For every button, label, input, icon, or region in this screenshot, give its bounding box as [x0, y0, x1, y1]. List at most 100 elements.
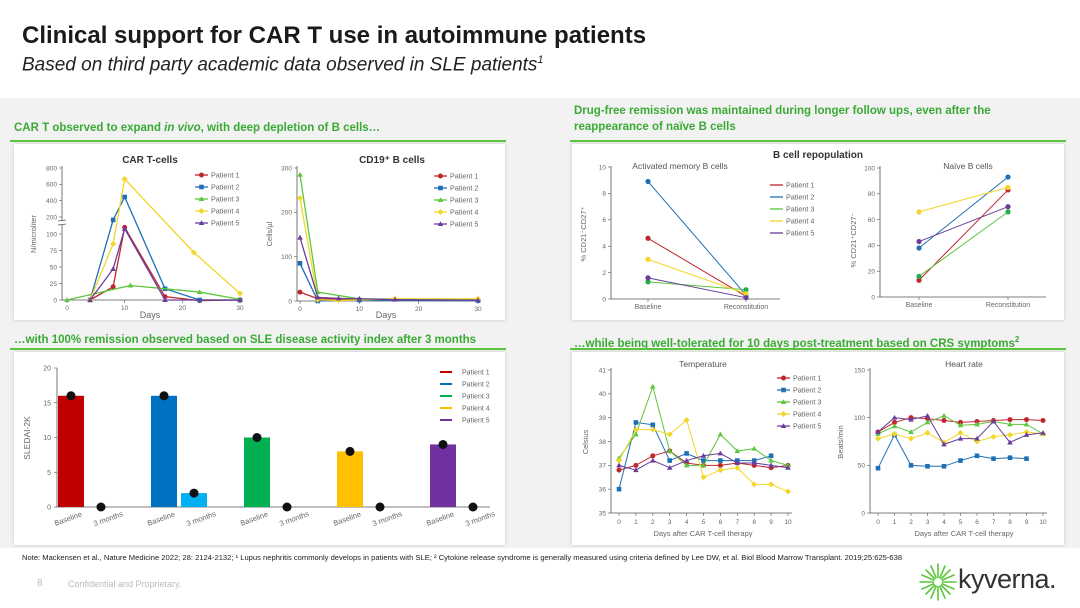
x-tick-label: 0	[876, 519, 880, 526]
axis-break	[58, 221, 66, 225]
data-point	[974, 453, 980, 459]
x-tick-label: 10	[1039, 519, 1047, 526]
data-point	[974, 421, 980, 427]
data-point	[683, 457, 690, 463]
data-point	[633, 431, 639, 437]
page-number: 8	[37, 578, 43, 589]
x-category-label: Baseline	[53, 510, 83, 528]
page-title: Clinical support for CAR T use in autoim…	[22, 22, 647, 49]
x-axis-label: Days after CAR T-cell therapy	[653, 529, 752, 538]
data-point	[717, 431, 724, 437]
data-point	[121, 176, 128, 183]
y-axis-label: Celsius	[581, 429, 590, 454]
legend-label: Patient 4	[211, 207, 239, 216]
data-point	[700, 474, 707, 481]
data-point	[717, 450, 724, 456]
data-point	[891, 414, 898, 420]
x-tick-label: 4	[685, 519, 689, 526]
data-point	[616, 457, 622, 464]
legend-label: Patient 1	[450, 172, 478, 181]
data-point	[734, 448, 741, 454]
data-point	[768, 453, 774, 459]
data-point	[666, 431, 673, 438]
data-point	[159, 391, 169, 401]
chart-car-t-cells	[57, 166, 243, 304]
data-point	[991, 456, 996, 461]
data-point	[315, 294, 321, 300]
y-tick-label: 75	[50, 248, 58, 255]
x-tick-label: 5	[702, 519, 706, 526]
data-point	[916, 277, 922, 283]
chart-temperature	[608, 368, 792, 516]
x-category-label: Baseline	[635, 304, 662, 311]
chart-na-ve-b-cells	[877, 166, 1046, 300]
legend-marker	[198, 196, 205, 201]
legend-label: Patient 5	[793, 422, 821, 431]
x-tick-label: 7	[735, 519, 739, 526]
data-point	[875, 429, 881, 434]
data-point	[1005, 184, 1011, 190]
y-tick-label: 200	[46, 214, 57, 221]
legend-marker	[438, 173, 443, 179]
legend-marker	[438, 185, 443, 191]
data-point	[743, 291, 749, 297]
data-point	[768, 462, 774, 468]
x-tick-label: 0	[298, 306, 302, 313]
x-category-label: 3 months	[278, 509, 310, 528]
data-point	[633, 467, 639, 473]
legend-label: Patient 5	[786, 229, 814, 238]
series-line-patient-3	[66, 284, 241, 301]
data-point	[297, 195, 303, 202]
data-point	[649, 426, 656, 433]
y-tick-label: 8	[602, 191, 606, 198]
chart-title: CAR T-cells	[122, 155, 178, 166]
y-tick-label: 600	[46, 182, 57, 189]
data-point	[632, 426, 639, 433]
x-tick-label: 8	[1008, 519, 1012, 526]
x-axis-label: Days	[376, 310, 397, 320]
y-tick-label: 40	[599, 391, 607, 398]
legend-marker	[780, 411, 787, 417]
chart-title: CD19⁺ B cells	[359, 155, 425, 166]
legend-label: Patient 2	[211, 183, 239, 192]
x-tick-label: 4	[942, 519, 946, 526]
data-point	[751, 460, 757, 465]
y-tick-label: 50	[50, 264, 58, 271]
x-tick-label: 30	[474, 306, 482, 313]
data-point	[908, 463, 914, 468]
data-point	[1007, 417, 1013, 423]
y-axis-label: % CD21⁻CD27⁺	[579, 206, 588, 261]
axis-break-mark	[57, 223, 67, 226]
data-point	[650, 457, 656, 463]
legend-label: Patient 3	[450, 196, 478, 205]
data-point	[87, 297, 93, 302]
data-point	[908, 435, 914, 442]
data-point	[941, 412, 947, 418]
section-divider	[570, 140, 1066, 142]
legend-marker	[780, 399, 787, 404]
y-tick-label: 40	[868, 243, 876, 250]
data-point	[916, 238, 922, 245]
x-tick-label: 8	[752, 519, 756, 526]
section-heading-crs: …while being well-tolerated for 10 days …	[574, 332, 1019, 352]
y-tick-label: 200	[281, 210, 292, 217]
legend-marker	[781, 375, 786, 381]
data-point	[282, 502, 292, 512]
legend-marker	[437, 209, 444, 215]
legend-label: Patient 5	[211, 219, 239, 228]
data-point	[375, 502, 385, 512]
data-point	[957, 422, 964, 428]
legend-marker	[199, 172, 204, 178]
legend-label: Patient 2	[462, 382, 490, 389]
data-point	[110, 217, 116, 223]
legend-label: Patient 2	[793, 386, 821, 395]
legend-label: Patient 3	[211, 195, 239, 204]
data-point	[1007, 421, 1013, 427]
series-line-patient-2	[877, 433, 1027, 469]
x-tick-label: 7	[992, 519, 996, 526]
data-point	[875, 465, 881, 471]
data-point	[1024, 456, 1029, 461]
data-point	[110, 284, 116, 290]
data-point	[916, 245, 922, 251]
series-line-patient-4	[918, 186, 1009, 213]
